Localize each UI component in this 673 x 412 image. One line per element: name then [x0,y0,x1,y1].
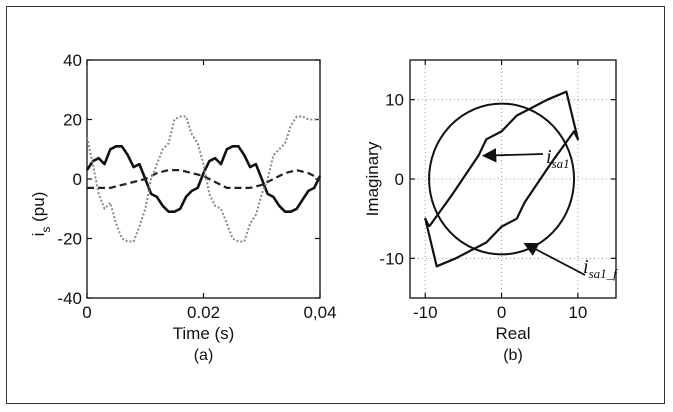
panel-b-trajectory [424,90,579,268]
panel-b-label: (b) [503,347,523,364]
panel-a-y-tick-label: -40 [57,289,82,308]
panel-a-y-tick-label: 40 [63,51,82,70]
panel-a-y-label-rest: (pu) [29,192,48,227]
panel-a-x-tick-label: 0,04 [303,303,336,322]
panel-a-series-solid [85,145,322,213]
panel-a-x-axis-label: Time (s) [173,324,235,343]
svg-text:is (pu): is (pu) [29,192,53,237]
panel-b-annotation-isa1: isa1 [546,146,570,171]
panel-b: 10 0 -10 -10 0 10 isa1 isa1_f Real (b) Imagin… [363,59,619,364]
panel-b-x-tick-label: 0 [497,303,506,322]
panel-b-annotation-isa1f: isa1_f [583,256,619,281]
panel-a-y-axis-label: is (pu) [29,192,53,237]
panel-b-y-tick-label: 10 [385,91,404,110]
panel-a-y-tick-label: 0 [73,170,82,189]
panel-b-circle [428,102,576,256]
panel-a-y-tick-label: 20 [63,111,82,130]
panel-a-series-dotted [86,115,320,243]
panel-a-x-tick-label: 0 [82,303,91,322]
panel-b-y-axis-label: Imaginary [363,141,382,216]
panel-a-y-tick-label: -20 [57,230,82,249]
panel-a-axes-box [86,59,321,299]
panel-a-label: (a) [194,347,214,364]
panel-b-x-tick-label: 10 [568,303,587,322]
panel-b-x-tick-label: -10 [413,303,438,322]
panel-b-arrow-isa1f [523,242,586,276]
panel-a-y-label-sub: s [39,227,53,233]
panel-a-x-tick-label: 0.02 [187,303,220,322]
panel-a-y-label-main: i [29,233,48,237]
panel-a-series-dashed [87,169,321,189]
panel-b-x-axis-label: Real [496,324,531,343]
figure-frame [6,6,665,404]
panel-b-y-tick-label: 0 [395,170,404,189]
panel-a: 40 20 0 -20 -40 0 0.02 0,04 Time (s) (a) is (p… [29,51,337,364]
panel-b-arrow-isa1 [481,148,544,163]
panel-b-y-tick-label: -10 [379,249,404,268]
